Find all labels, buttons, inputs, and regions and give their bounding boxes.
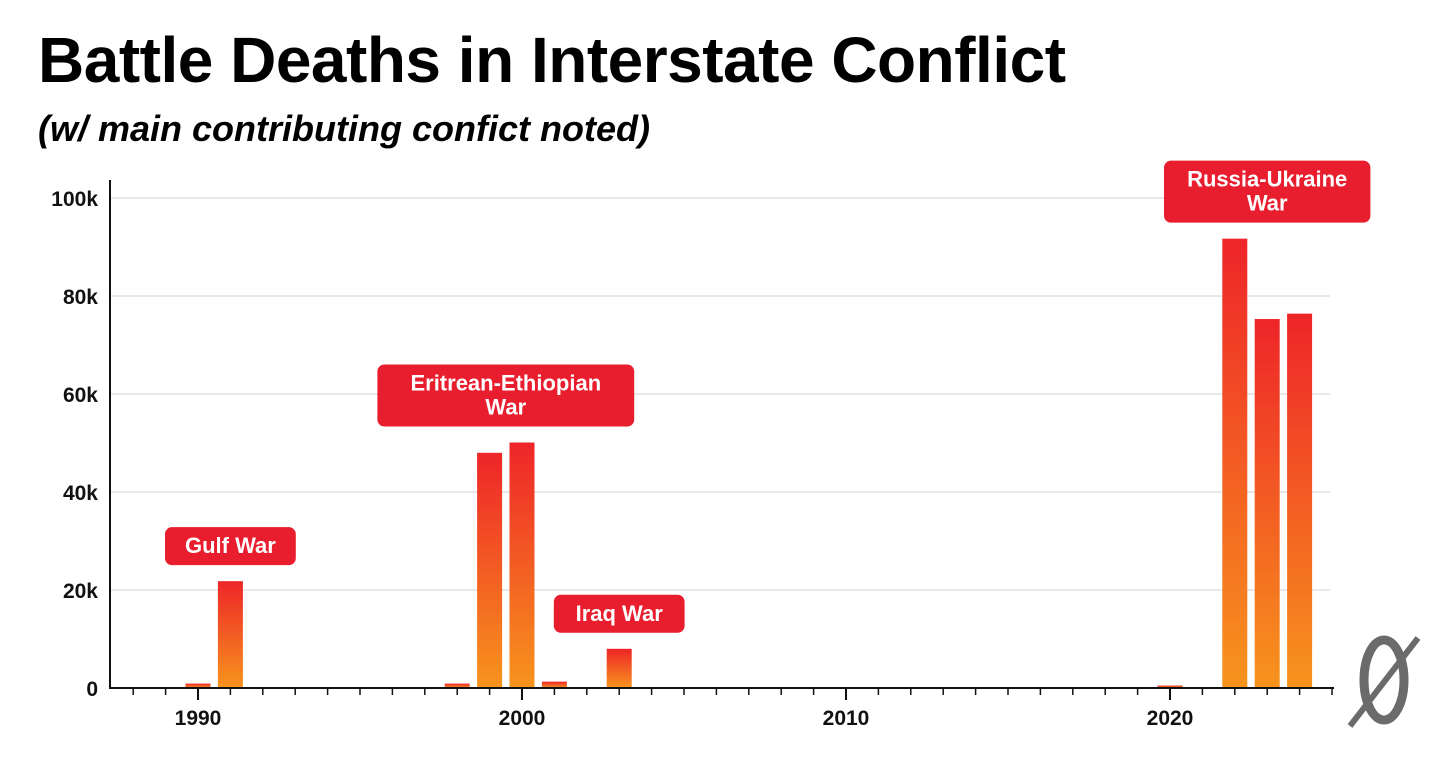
chart-subtitle: (w/ main contributing confict noted): [38, 108, 650, 149]
bar: [509, 442, 535, 688]
bar: [1157, 685, 1183, 688]
annotation-label: War: [485, 395, 526, 420]
y-tick-label: 20k: [63, 580, 98, 603]
bar: [606, 648, 632, 688]
annotation-box: [1164, 160, 1371, 223]
bars: [185, 238, 1313, 689]
annotation-callout: Iraq War: [553, 594, 685, 633]
y-tick-label: 60k: [63, 384, 98, 407]
annotation-label: Iraq War: [576, 601, 664, 626]
chart-title: Battle Deaths in Interstate Conflict: [38, 24, 1066, 96]
bar: [1287, 313, 1313, 688]
y-tick-label: 80k: [63, 286, 98, 309]
annotation-callout: Gulf War: [165, 527, 296, 566]
bar: [541, 681, 567, 688]
x-tick-label: 2010: [823, 707, 870, 730]
y-tick-label: 40k: [63, 482, 98, 505]
annotation-box: [165, 527, 296, 566]
x-tick-label: 2000: [499, 707, 546, 730]
axes: 0 20k 40k 60k 80k 100k 1990 2000 2010 2020: [51, 180, 1334, 730]
bar: [477, 452, 503, 688]
y-tick-label: 100k: [51, 188, 98, 211]
annotation-label: Russia-Ukraine: [1187, 167, 1347, 192]
x-tick-label: 1990: [175, 707, 222, 730]
bar: [444, 683, 470, 688]
x-tick-label: 2020: [1147, 707, 1194, 730]
annotation-label: Gulf War: [185, 533, 276, 558]
bar: [1254, 319, 1280, 688]
annotation-label: War: [1247, 191, 1288, 216]
annotation-box: [553, 594, 685, 633]
logo-icon: [1347, 635, 1421, 728]
bar: [217, 581, 243, 688]
bar: [185, 683, 211, 688]
y-tick-label: 0: [86, 678, 98, 701]
gridlines: [110, 197, 1330, 591]
annotation-box: [377, 364, 635, 427]
annotation-label: Eritrean-Ethiopian: [410, 371, 601, 396]
bar: [1222, 238, 1248, 689]
